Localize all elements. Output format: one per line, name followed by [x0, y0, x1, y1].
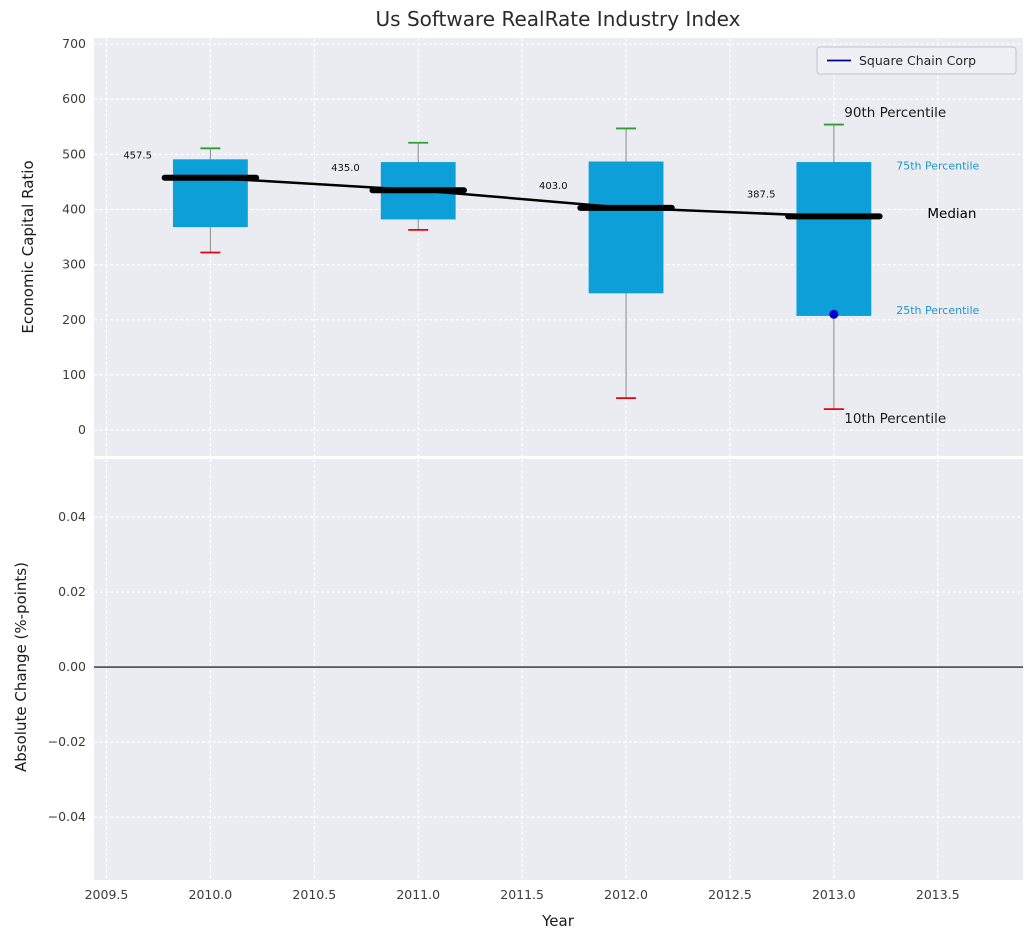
median-value-label: 387.5 [747, 189, 776, 200]
y-tick-label: 0.00 [58, 659, 86, 674]
y-tick-label: 0.02 [58, 584, 86, 599]
x-tick-label: 2013.0 [812, 887, 856, 902]
legend-box [816, 46, 1017, 75]
median-value-label: 403.0 [539, 181, 568, 192]
iqr-box-2012 [588, 161, 664, 294]
x-axis-label: Year [542, 912, 574, 930]
y-tick-label: 600 [62, 91, 86, 106]
y-tick-label: 300 [62, 257, 86, 272]
x-tick-label: 2012.5 [708, 887, 752, 902]
median-trend-line [210, 176, 834, 218]
annotation-label: 25th Percentile [896, 304, 979, 317]
x-tick-label: 2011.0 [396, 887, 440, 902]
x-tick-label: 2013.5 [916, 887, 960, 902]
annotation-label: 10th Percentile [844, 411, 946, 427]
legend-label: Square Chain Corp [859, 53, 976, 68]
y-tick-label: −0.02 [48, 734, 86, 749]
company-marker [829, 309, 839, 319]
y-tick-label: 0.04 [58, 509, 86, 524]
y-axis-label-top: Economic Capital Ratio [19, 160, 37, 334]
median-value-label: 435.0 [331, 163, 360, 174]
iqr-box-2013 [796, 162, 872, 316]
y-tick-label: 200 [62, 312, 86, 327]
chart-title: Us Software RealRate Industry Index [375, 7, 741, 31]
top-plot-background [94, 38, 1023, 456]
y-tick-label: −0.04 [48, 809, 86, 824]
x-tick-label: 2009.5 [85, 887, 129, 902]
bottom-plot-background [94, 459, 1023, 880]
y-tick-label: 100 [62, 367, 86, 382]
x-tick-label: 2012.0 [604, 887, 648, 902]
annotation-label: Median [927, 206, 976, 222]
median-value-label: 457.5 [123, 151, 152, 162]
y-tick-label: 0 [78, 422, 86, 437]
y-axis-label-bottom: Absolute Change (%-points) [12, 562, 30, 772]
x-tick-label: 2010.0 [189, 887, 233, 902]
annotation-label: 75th Percentile [896, 159, 979, 172]
x-tick-label: 2011.5 [500, 887, 544, 902]
iqr-box-2010 [172, 159, 248, 228]
y-tick-label: 700 [62, 36, 86, 51]
y-tick-label: 400 [62, 202, 86, 217]
annotation-label: 90th Percentile [844, 105, 946, 121]
x-tick-label: 2010.5 [292, 887, 336, 902]
y-tick-label: 500 [62, 146, 86, 161]
